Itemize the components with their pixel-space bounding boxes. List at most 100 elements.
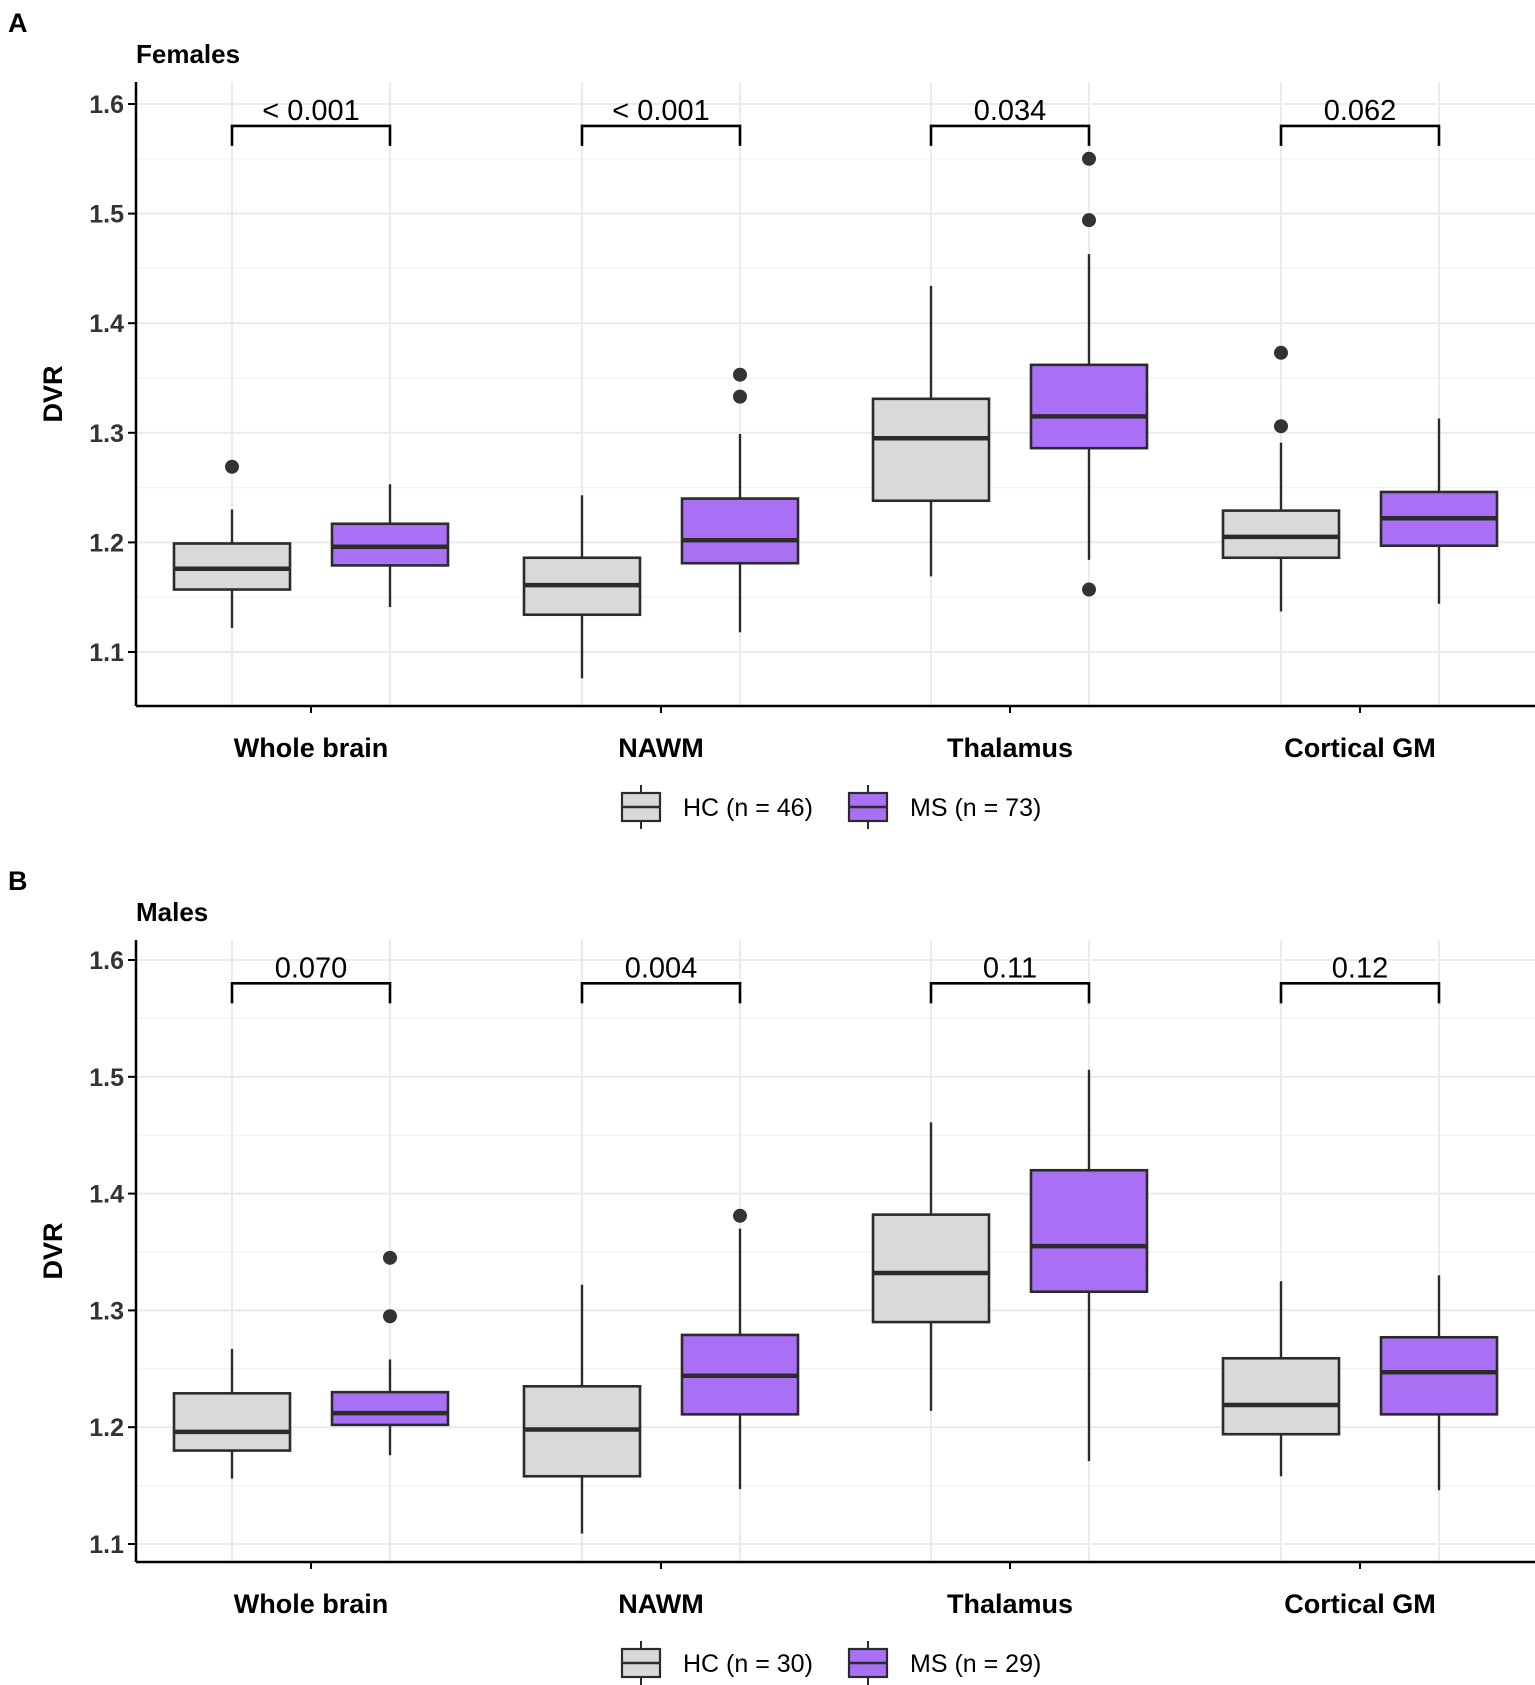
panel-title: Males xyxy=(136,897,208,927)
y-tick-label: 1.2 xyxy=(89,529,124,557)
legend-key xyxy=(620,1641,662,1685)
box-hc xyxy=(871,285,991,577)
p-value-label: 0.004 xyxy=(625,952,698,984)
x-tick-label: NAWM xyxy=(618,733,703,763)
bracket-line xyxy=(929,982,1091,1004)
y-tick-label: 1.2 xyxy=(89,1414,124,1442)
box-hc xyxy=(1221,345,1341,612)
box-ms xyxy=(330,484,450,608)
box-iqr xyxy=(1221,1356,1341,1436)
legend-label: MS (n = 29) xyxy=(910,1650,1041,1678)
legend: HC (n = 46) MS (n = 73) xyxy=(620,785,1041,829)
legend-key xyxy=(847,1641,889,1685)
bracket-line xyxy=(1279,124,1441,146)
bracket-line xyxy=(1279,982,1441,1004)
outlier-point xyxy=(383,1309,397,1324)
y-axis-label: DVR xyxy=(38,365,68,422)
outlier-point xyxy=(1082,213,1096,228)
p-value-label: 0.11 xyxy=(983,952,1037,984)
x-tick-label: Cortical GM xyxy=(1284,733,1436,763)
box-iqr xyxy=(330,1390,450,1427)
p-value-label: 0.034 xyxy=(974,95,1047,127)
box-ms xyxy=(680,367,800,633)
box-ms xyxy=(330,1250,450,1456)
y-tick-label: 1.1 xyxy=(89,1531,124,1559)
y-tick-label: 1.6 xyxy=(89,947,124,975)
y-axis-label: DVR xyxy=(38,1222,68,1279)
outlier-point xyxy=(733,389,747,404)
box-iqr xyxy=(871,1213,991,1324)
outlier-point xyxy=(1274,345,1288,360)
outlier-point xyxy=(225,459,239,474)
significance-bracket: 0.11 xyxy=(929,952,1091,1004)
bracket-line xyxy=(580,124,742,146)
gridlines xyxy=(136,940,1535,1562)
box-iqr xyxy=(1221,509,1341,560)
x-tick-label: Cortical GM xyxy=(1284,1589,1436,1619)
panel-a: A Females 1.1 1.2 1.3 1.4 1.5 1.6 DVR Whole brain… xyxy=(8,8,1535,829)
legend: HC (n = 30) MS (n = 29) xyxy=(620,1641,1041,1685)
box-hc xyxy=(1221,1281,1341,1477)
box-iqr xyxy=(1379,1335,1499,1416)
box-iqr xyxy=(172,1392,292,1452)
p-value-label: < 0.001 xyxy=(262,95,360,127)
box-ms xyxy=(1379,418,1499,604)
y-tick-label: 1.4 xyxy=(89,1181,124,1209)
y-tick-label: 1.3 xyxy=(89,420,124,448)
p-value-label: 0.062 xyxy=(1324,95,1397,127)
y-tick-label: 1.4 xyxy=(89,310,124,338)
outlier-point xyxy=(1082,151,1096,166)
bracket-line xyxy=(580,982,742,1004)
box-ms xyxy=(1029,151,1149,597)
outlier-point xyxy=(1274,419,1288,434)
box-hc xyxy=(522,1284,642,1534)
outlier-point xyxy=(733,367,747,382)
significance-bracket: 0.070 xyxy=(230,952,392,1004)
y-tick-label: 1.1 xyxy=(89,639,124,667)
significance-bracket: 0.062 xyxy=(1279,95,1441,146)
legend-label: MS (n = 73) xyxy=(910,794,1041,822)
significance-bracket: 0.034 xyxy=(929,95,1091,146)
x-tick-label: Thalamus xyxy=(947,1589,1073,1619)
box-iqr xyxy=(1029,1168,1149,1294)
outlier-point xyxy=(1082,582,1096,597)
legend-label: HC (n = 46) xyxy=(683,794,813,822)
box-ms xyxy=(1379,1275,1499,1491)
y-tick-label: 1.6 xyxy=(89,91,124,119)
panel-b: B Males 1.1 1.2 1.3 1.4 1.5 1.6 DVR Whole brain NA… xyxy=(8,866,1535,1685)
box-iqr xyxy=(680,497,800,565)
significance-bracket: < 0.001 xyxy=(230,95,392,146)
y-tick-label: 1.5 xyxy=(89,1064,124,1092)
significance-bracket: < 0.001 xyxy=(580,95,742,146)
y-tick-label: 1.3 xyxy=(89,1297,124,1325)
p-value-label: 0.070 xyxy=(275,952,348,984)
panel-label: A xyxy=(8,8,28,38)
gridlines xyxy=(136,82,1535,706)
panel-label: B xyxy=(8,866,28,896)
significance-bracket: 0.004 xyxy=(580,952,742,1004)
bracket-line xyxy=(929,124,1091,146)
legend-label: HC (n = 30) xyxy=(683,1650,813,1678)
bracket-line xyxy=(230,124,392,146)
box-iqr xyxy=(871,397,991,503)
box-ms xyxy=(1029,1069,1149,1462)
legend-key xyxy=(620,785,662,829)
x-tick-label: NAWM xyxy=(618,1589,703,1619)
x-tick-label: Whole brain xyxy=(234,733,389,763)
outlier-point xyxy=(383,1250,397,1265)
box-hc xyxy=(522,495,642,679)
box-hc xyxy=(871,1122,991,1411)
bracket-line xyxy=(230,982,392,1004)
legend-key xyxy=(847,785,889,829)
box-iqr xyxy=(1029,363,1149,450)
significance-bracket: 0.12 xyxy=(1279,952,1441,1004)
x-tick-label: Thalamus xyxy=(947,733,1073,763)
p-value-label: < 0.001 xyxy=(612,95,710,127)
box-hc xyxy=(172,459,292,628)
outlier-point xyxy=(733,1208,747,1223)
box-ms xyxy=(680,1208,800,1490)
y-tick-label: 1.5 xyxy=(89,201,124,229)
box-hc xyxy=(172,1348,292,1479)
